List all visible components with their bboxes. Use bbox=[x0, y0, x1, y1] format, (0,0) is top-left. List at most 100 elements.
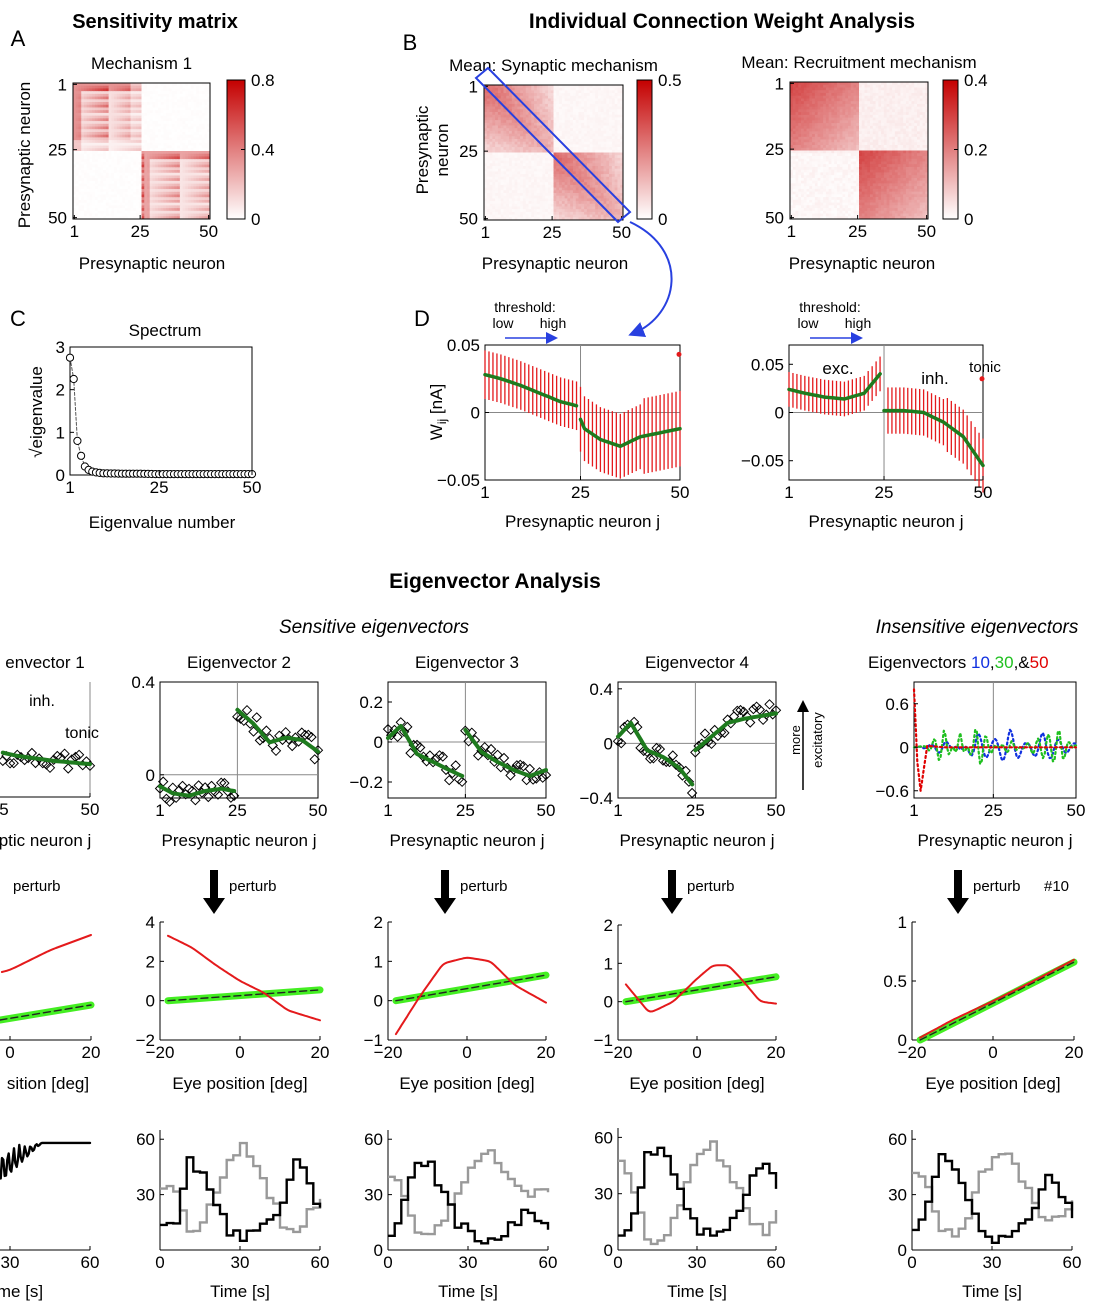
heatmap-cell bbox=[92, 99, 96, 103]
heatmap-cell bbox=[620, 98, 624, 102]
heatmap-cell bbox=[188, 83, 192, 87]
heatmap-cell bbox=[578, 193, 582, 197]
heatmap-cell bbox=[528, 87, 532, 91]
heatmap-cell bbox=[83, 175, 88, 179]
heatmap-cell bbox=[581, 133, 585, 137]
heatmap-cell bbox=[539, 174, 543, 178]
heatmap-cell bbox=[556, 211, 560, 215]
heatmap-cell bbox=[146, 191, 151, 195]
heatmap-cell bbox=[75, 167, 79, 171]
heatmap-cell bbox=[146, 96, 151, 100]
heatmap-cell bbox=[492, 195, 496, 199]
heatmap-cell bbox=[157, 197, 162, 201]
heatmap-cell bbox=[73, 167, 77, 171]
heatmap-cell bbox=[144, 194, 148, 198]
heatmap-cell bbox=[92, 205, 96, 209]
heatmap-cell bbox=[531, 182, 535, 186]
heatmap-cell bbox=[542, 109, 546, 113]
heatmap-cell bbox=[81, 148, 85, 152]
heatmap-cell bbox=[171, 151, 175, 155]
heatmap-cell bbox=[116, 172, 120, 176]
heatmap-cell bbox=[567, 190, 571, 194]
heatmap-cell bbox=[103, 104, 107, 108]
heatmap-cell bbox=[105, 131, 110, 136]
heatmap-cell bbox=[130, 205, 134, 209]
heatmap-cell bbox=[190, 216, 194, 220]
heatmap-cell bbox=[86, 104, 90, 108]
heatmap-cell bbox=[567, 87, 571, 91]
heatmap-cell bbox=[614, 85, 618, 89]
heatmap-cell bbox=[506, 166, 510, 170]
heatmap-cell bbox=[166, 213, 170, 217]
heatmap-cell bbox=[166, 170, 170, 174]
heatmap-cell bbox=[144, 96, 148, 100]
heatmap-cell bbox=[525, 152, 529, 156]
heatmap-cell bbox=[572, 209, 577, 213]
heatmap-cell bbox=[564, 117, 568, 121]
heatmap-cell bbox=[111, 123, 115, 127]
heatmap-cell bbox=[503, 198, 507, 202]
heatmap-cell bbox=[103, 186, 107, 190]
heatmap-cells bbox=[73, 83, 211, 220]
heatmap-cell bbox=[81, 170, 85, 174]
heatmap-cell bbox=[149, 102, 153, 106]
heatmap-cell bbox=[177, 123, 181, 127]
heatmap-cell bbox=[166, 118, 170, 122]
heatmap-cell bbox=[190, 121, 194, 125]
heatmap-cell bbox=[614, 193, 618, 197]
heatmap-cell bbox=[141, 161, 145, 165]
heatmap-cell bbox=[166, 194, 170, 198]
heatmap-cell bbox=[534, 87, 538, 91]
heatmap-cell bbox=[127, 199, 131, 204]
heatmap-cell bbox=[589, 155, 593, 159]
heatmap-cell bbox=[614, 203, 618, 207]
heatmap-cell bbox=[572, 130, 577, 134]
heatmap-cell bbox=[144, 159, 148, 163]
heatmap-cell bbox=[81, 180, 85, 185]
heatmap-cell bbox=[531, 152, 535, 156]
heatmap-cell bbox=[567, 103, 571, 107]
heatmap-cell bbox=[525, 144, 529, 148]
heatmap-cell bbox=[122, 213, 126, 217]
heatmap-cell bbox=[584, 211, 588, 215]
heatmap-cell bbox=[86, 129, 90, 133]
heatmap-cell bbox=[86, 210, 90, 214]
heatmap-cell bbox=[204, 140, 208, 144]
heatmap-cell bbox=[517, 166, 521, 170]
heatmap-cell bbox=[188, 151, 192, 155]
heatmap-cell bbox=[78, 102, 82, 106]
heatmap-cell bbox=[114, 142, 118, 146]
heatmap-cell bbox=[190, 99, 194, 103]
heatmap-cell bbox=[559, 103, 563, 107]
heatmap-cell bbox=[174, 137, 178, 141]
heatmap-cell bbox=[190, 126, 194, 130]
heatmap-cell bbox=[547, 206, 552, 210]
heatmap-cell bbox=[581, 209, 585, 213]
heatmap-cell bbox=[119, 172, 123, 176]
heatmap-cell bbox=[592, 122, 596, 126]
heatmap-cell bbox=[556, 139, 560, 143]
heatmap-cell bbox=[531, 128, 535, 132]
heatmap-cell bbox=[78, 85, 82, 89]
heatmap-cell bbox=[97, 85, 101, 89]
heatmap-cell bbox=[539, 168, 543, 172]
heatmap-cell bbox=[188, 208, 192, 212]
heatmap-cell bbox=[83, 142, 88, 146]
heatmap-cell bbox=[133, 156, 137, 160]
heatmap-cell bbox=[179, 129, 183, 133]
heatmap-cell bbox=[146, 137, 151, 141]
heatmap-cell bbox=[103, 156, 107, 160]
heatmap-cell bbox=[75, 110, 79, 114]
heatmap-cell bbox=[114, 151, 118, 155]
heatmap-cell bbox=[100, 210, 104, 214]
heatmap-cell bbox=[86, 170, 90, 174]
heatmap-cell bbox=[108, 134, 112, 138]
heatmap-cell bbox=[503, 152, 507, 156]
heatmap-cell bbox=[188, 102, 192, 106]
heatmap-cell bbox=[603, 211, 607, 215]
heatmap-cell bbox=[163, 210, 167, 214]
heatmap-cell bbox=[550, 198, 554, 202]
heatmap-cell bbox=[157, 91, 162, 95]
heatmap-cell bbox=[155, 137, 159, 141]
heatmap-cell bbox=[155, 175, 159, 179]
